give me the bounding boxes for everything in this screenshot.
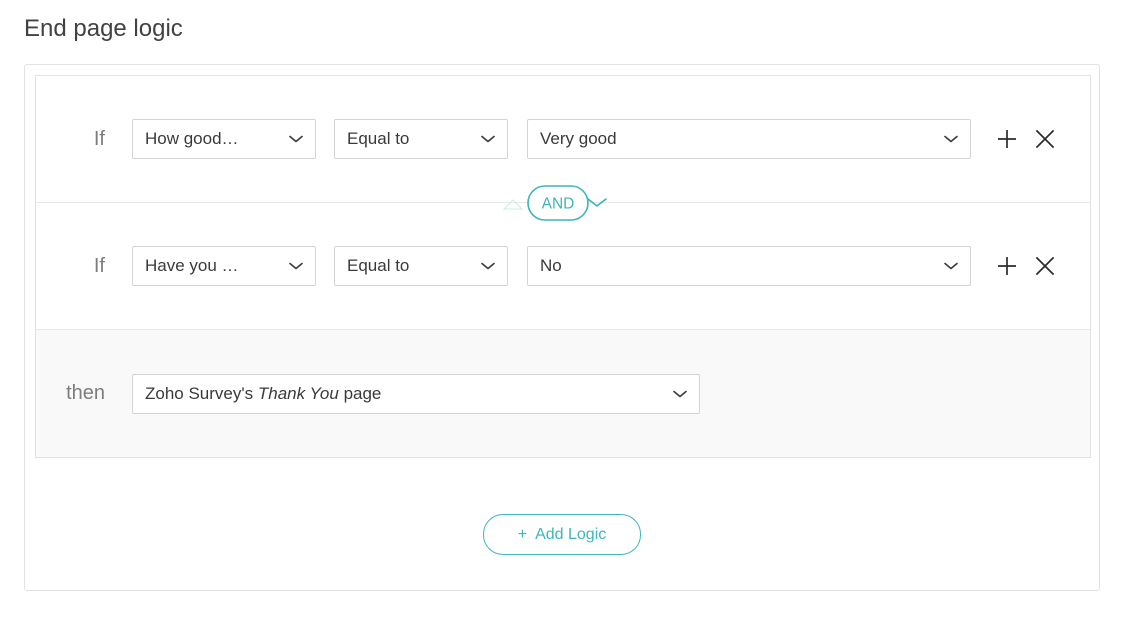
svg-text:AND: AND (542, 196, 575, 213)
